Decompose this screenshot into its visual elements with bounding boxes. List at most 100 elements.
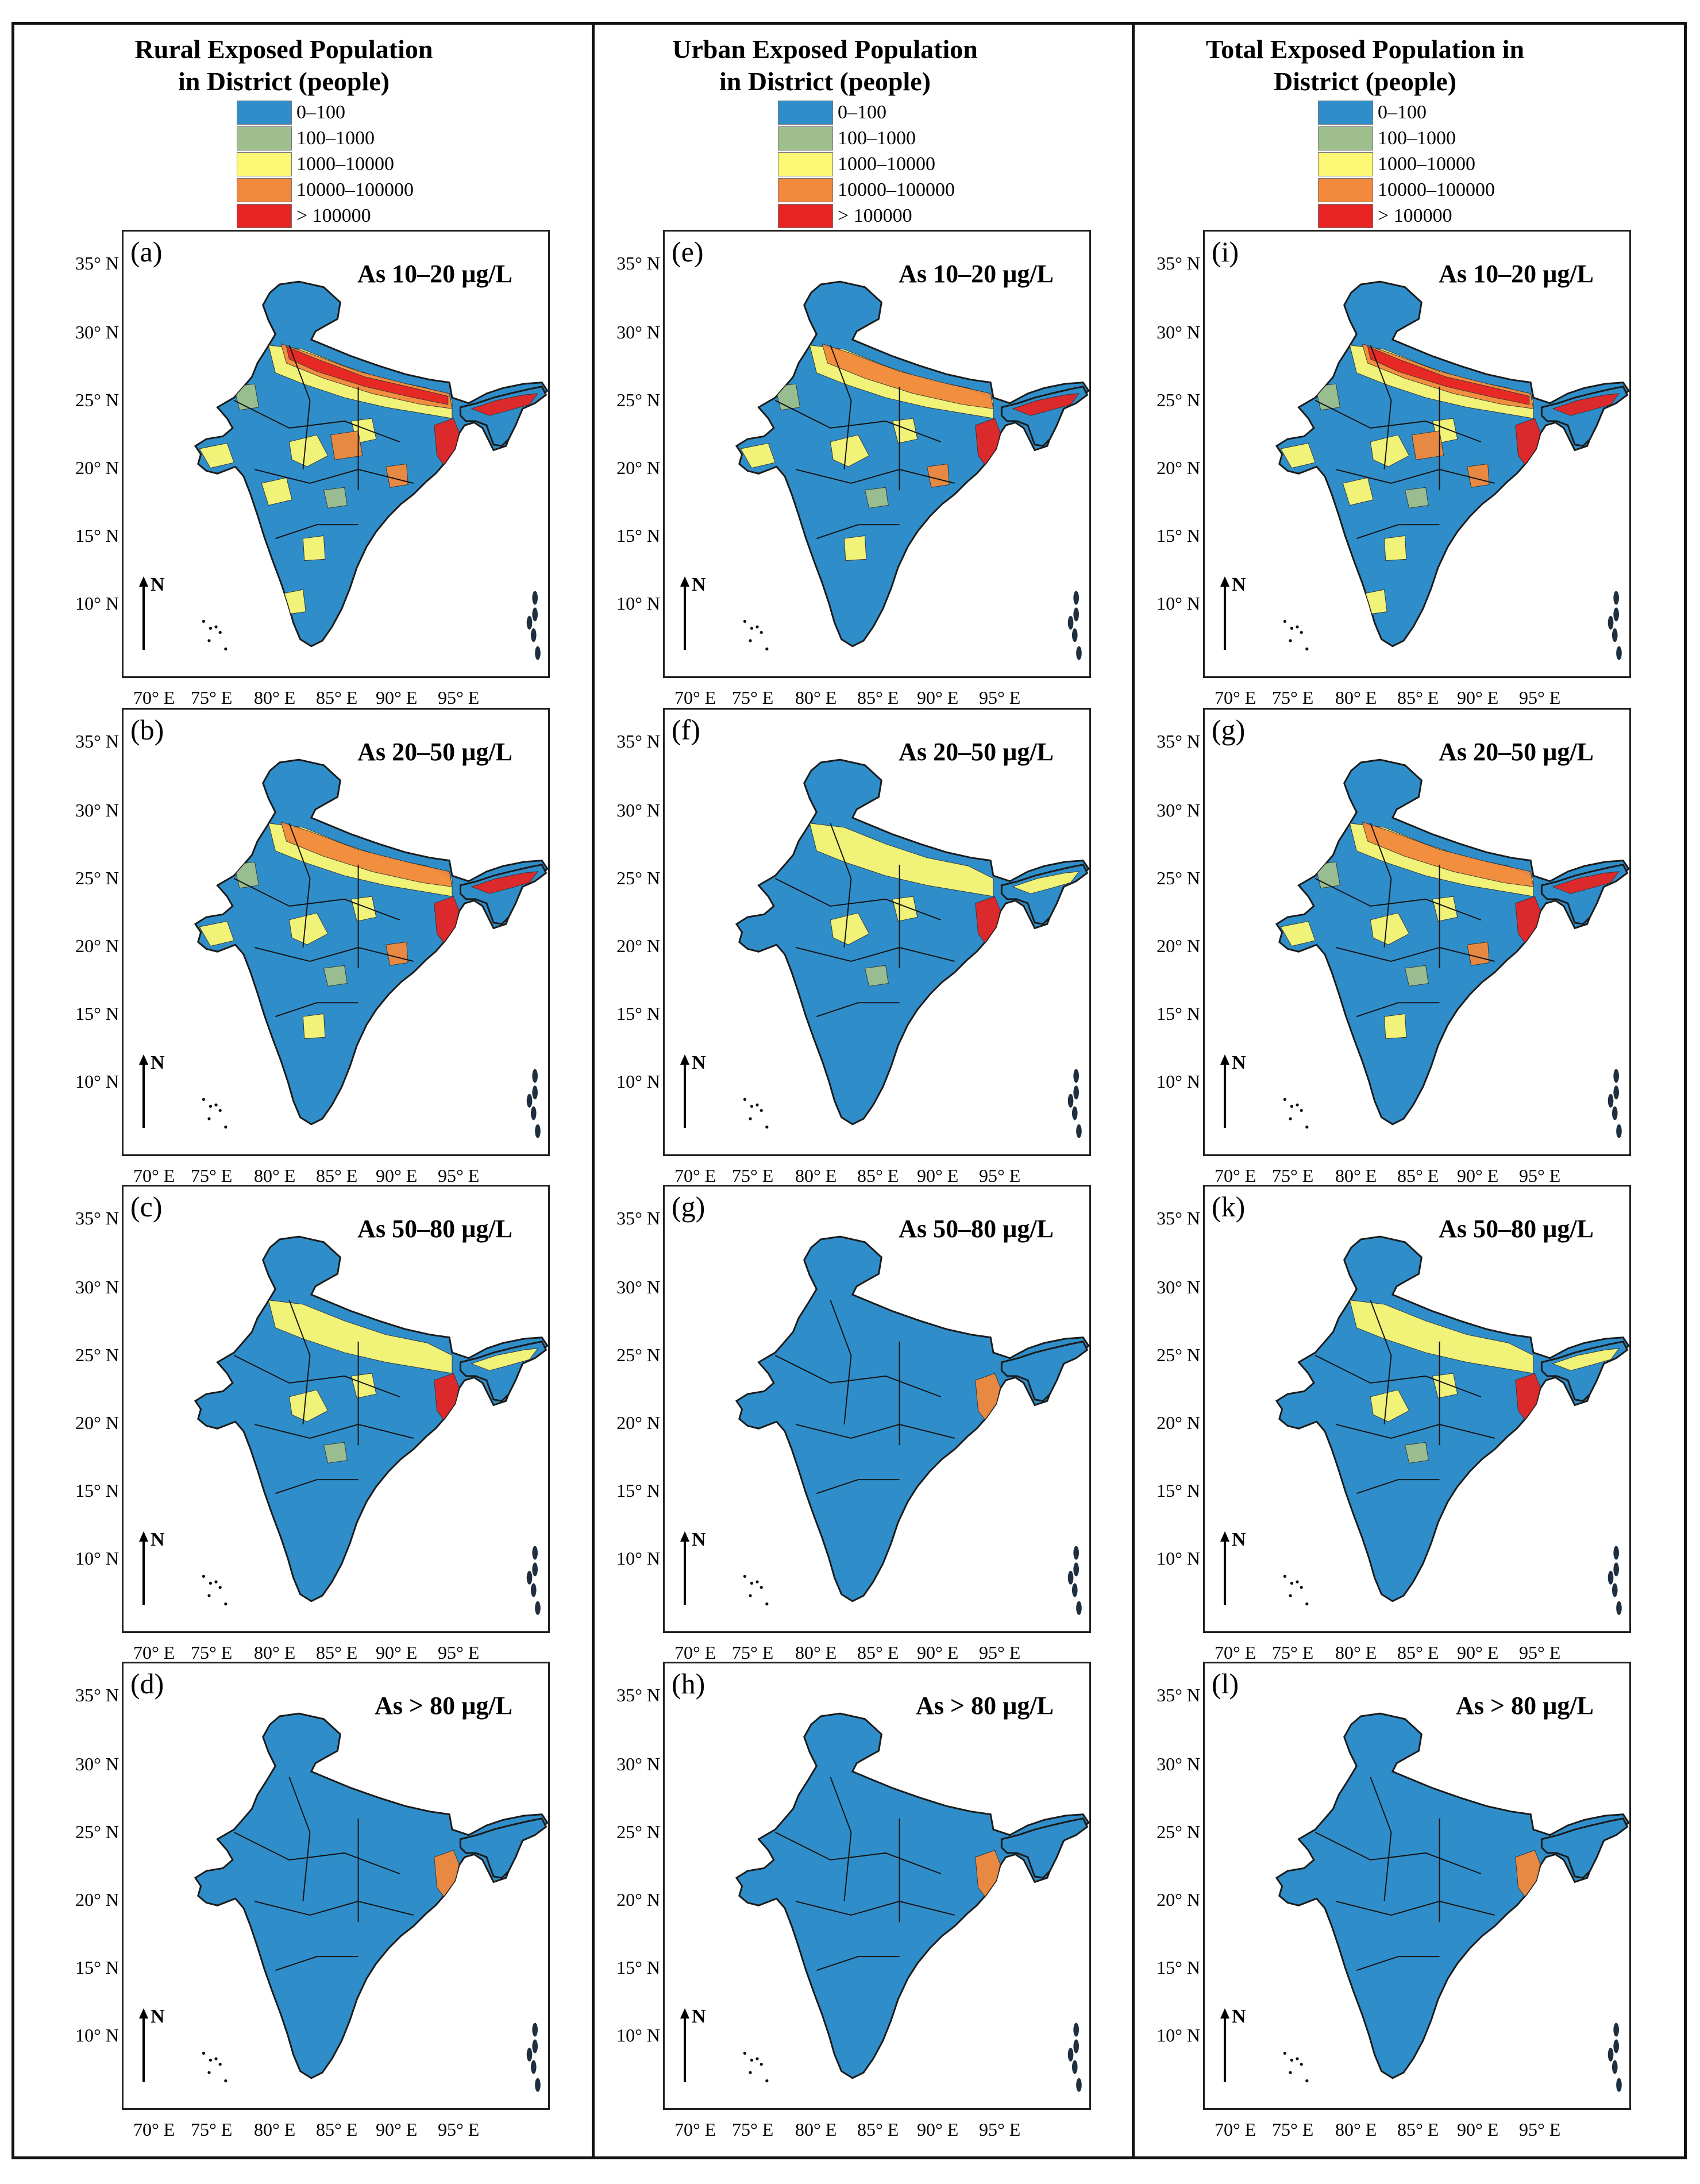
exposure-zone (1404, 965, 1429, 987)
latitude-tick: 35° N (1157, 253, 1200, 274)
north-arrow: N (1219, 574, 1254, 651)
legend-item: 0–100 (778, 99, 955, 125)
lakshadweep-island (749, 1117, 752, 1120)
exposure-zone (350, 896, 377, 922)
figure-column: Total Exposed Population in District (pe… (1094, 22, 1636, 2159)
map-frame: (h) As > 80 µg/L N (663, 1662, 1091, 2110)
legend-item: 10000–100000 (778, 177, 955, 203)
latitude-tick: 10° N (75, 593, 119, 614)
andaman-island (526, 615, 533, 630)
column-title: Total Exposed Population in District (pe… (1205, 34, 1525, 96)
state-boundary (774, 1355, 941, 1397)
state-boundary (255, 1424, 414, 1439)
legend-label: 0–100 (1378, 101, 1427, 123)
andaman-island (1073, 1562, 1079, 1577)
exposure-zone (1363, 589, 1387, 615)
latitude-tick: 15° N (1157, 525, 1200, 546)
longitude-tick: 80° E (1335, 687, 1377, 708)
andaman-island (1073, 1069, 1079, 1083)
arsenic-range-label: As 20–50 µg/L (1439, 738, 1594, 766)
lakshadweep-island (202, 1097, 206, 1101)
lakshadweep-island (224, 647, 228, 651)
lakshadweep-island (202, 1574, 206, 1578)
longitude-tick: 80° E (254, 1642, 296, 1663)
latitude-tick: 20° N (616, 1412, 660, 1433)
andaman-island (526, 1570, 533, 1585)
lakshadweep-island (1305, 647, 1309, 651)
latitude-tick: 35° N (616, 1208, 660, 1228)
latitude-tick: 10° N (75, 1548, 119, 1569)
andaman-island (1612, 628, 1618, 642)
lakshadweep-island (755, 1580, 759, 1584)
lakshadweep-island (1296, 625, 1299, 629)
longitude-tick: 75° E (191, 1642, 233, 1663)
india-district-map (194, 280, 548, 660)
lakshadweep-island (755, 1103, 759, 1107)
latitude-tick: 35° N (1157, 1685, 1200, 1705)
latitude-tick: 30° N (1157, 1277, 1200, 1297)
legend-label: > 100000 (296, 205, 371, 226)
lakshadweep-island (750, 626, 754, 630)
state-boundary (233, 400, 400, 442)
latitude-tick: 30° N (75, 1754, 119, 1774)
india-landmass (194, 280, 548, 648)
legend-label: 10000–100000 (1378, 179, 1495, 201)
latitude-tick: 15° N (75, 1957, 119, 1978)
andaman-island (1073, 591, 1079, 605)
lakshadweep-island (1283, 2051, 1287, 2055)
lakshadweep-island (209, 2058, 213, 2062)
legend-item: 0–100 (1318, 99, 1495, 125)
lakshadweep-island (743, 1097, 747, 1101)
longitude-tick: 95° E (1519, 2119, 1561, 2140)
india-landmass (194, 758, 548, 1126)
north-arrow-icon (680, 576, 689, 650)
latitude-tick: 20° N (1157, 457, 1200, 478)
exposure-zone (199, 442, 234, 469)
lakshadweep-island (760, 2062, 763, 2066)
column-title: Rural Exposed Population in District (pe… (134, 34, 433, 96)
latitude-tick: 30° N (75, 800, 119, 821)
panel-letter: (l) (1212, 1667, 1239, 1700)
lakshadweep-island (1300, 2062, 1303, 2066)
legend-swatch (237, 100, 292, 125)
lakshadweep-island (765, 647, 769, 651)
north-arrow: N (1219, 2006, 1254, 2083)
longitude-tick: 80° E (254, 687, 296, 708)
exposure-zone (280, 821, 453, 887)
andaman-island (1613, 2039, 1619, 2054)
lakshadweep-island (760, 1108, 763, 1112)
map-panel: 35° N 30° N 25° N 20° N 15° N 10° N (b) As 20–5… (13, 708, 555, 1196)
panel-letter: (g) (672, 1191, 706, 1223)
longitude-tick: 80° E (795, 2119, 837, 2140)
state-boundary (796, 469, 955, 484)
north-arrow-icon (1220, 2008, 1229, 2082)
lakshadweep-island (207, 1117, 211, 1120)
latitude-tick: 10° N (75, 1071, 119, 1092)
exposure-zone (471, 871, 539, 894)
map-panel: 35° N 30° N 25° N 20° N 15° N 10° N (e) As 10–2… (554, 230, 1096, 718)
latitude-tick: 15° N (75, 1480, 119, 1501)
panel-letter: (k) (1212, 1191, 1246, 1223)
latitude-tick: 25° N (616, 1821, 660, 1842)
map-frame: (e) As 10–20 µg/L N (663, 230, 1091, 678)
panel-letter: (b) (130, 714, 164, 746)
north-arrow-icon (139, 1531, 148, 1605)
latitude-tick: 15° N (616, 525, 660, 546)
legend-swatch (1318, 126, 1373, 151)
latitude-tick: 10° N (1157, 2025, 1200, 2046)
exposure-zone (1552, 393, 1620, 416)
longitude-tick: 85° E (1397, 687, 1439, 708)
latitude-tick: 35° N (616, 731, 660, 752)
lakshadweep-island (1305, 2079, 1309, 2083)
longitude-tick: 95° E (979, 1642, 1021, 1663)
longitude-tick: 90° E (1457, 1165, 1499, 1186)
panel-letter: (a) (130, 236, 163, 268)
andaman-island (526, 2047, 533, 2062)
longitude-tick: 95° E (1519, 1642, 1561, 1663)
longitude-tick: 95° E (1519, 687, 1561, 708)
andaman-island (1613, 1085, 1619, 1100)
exposure-zone (1552, 871, 1620, 894)
latitude-tick: 20° N (75, 457, 119, 478)
state-boundary (233, 1832, 400, 1874)
andaman-island (1613, 1069, 1619, 1083)
